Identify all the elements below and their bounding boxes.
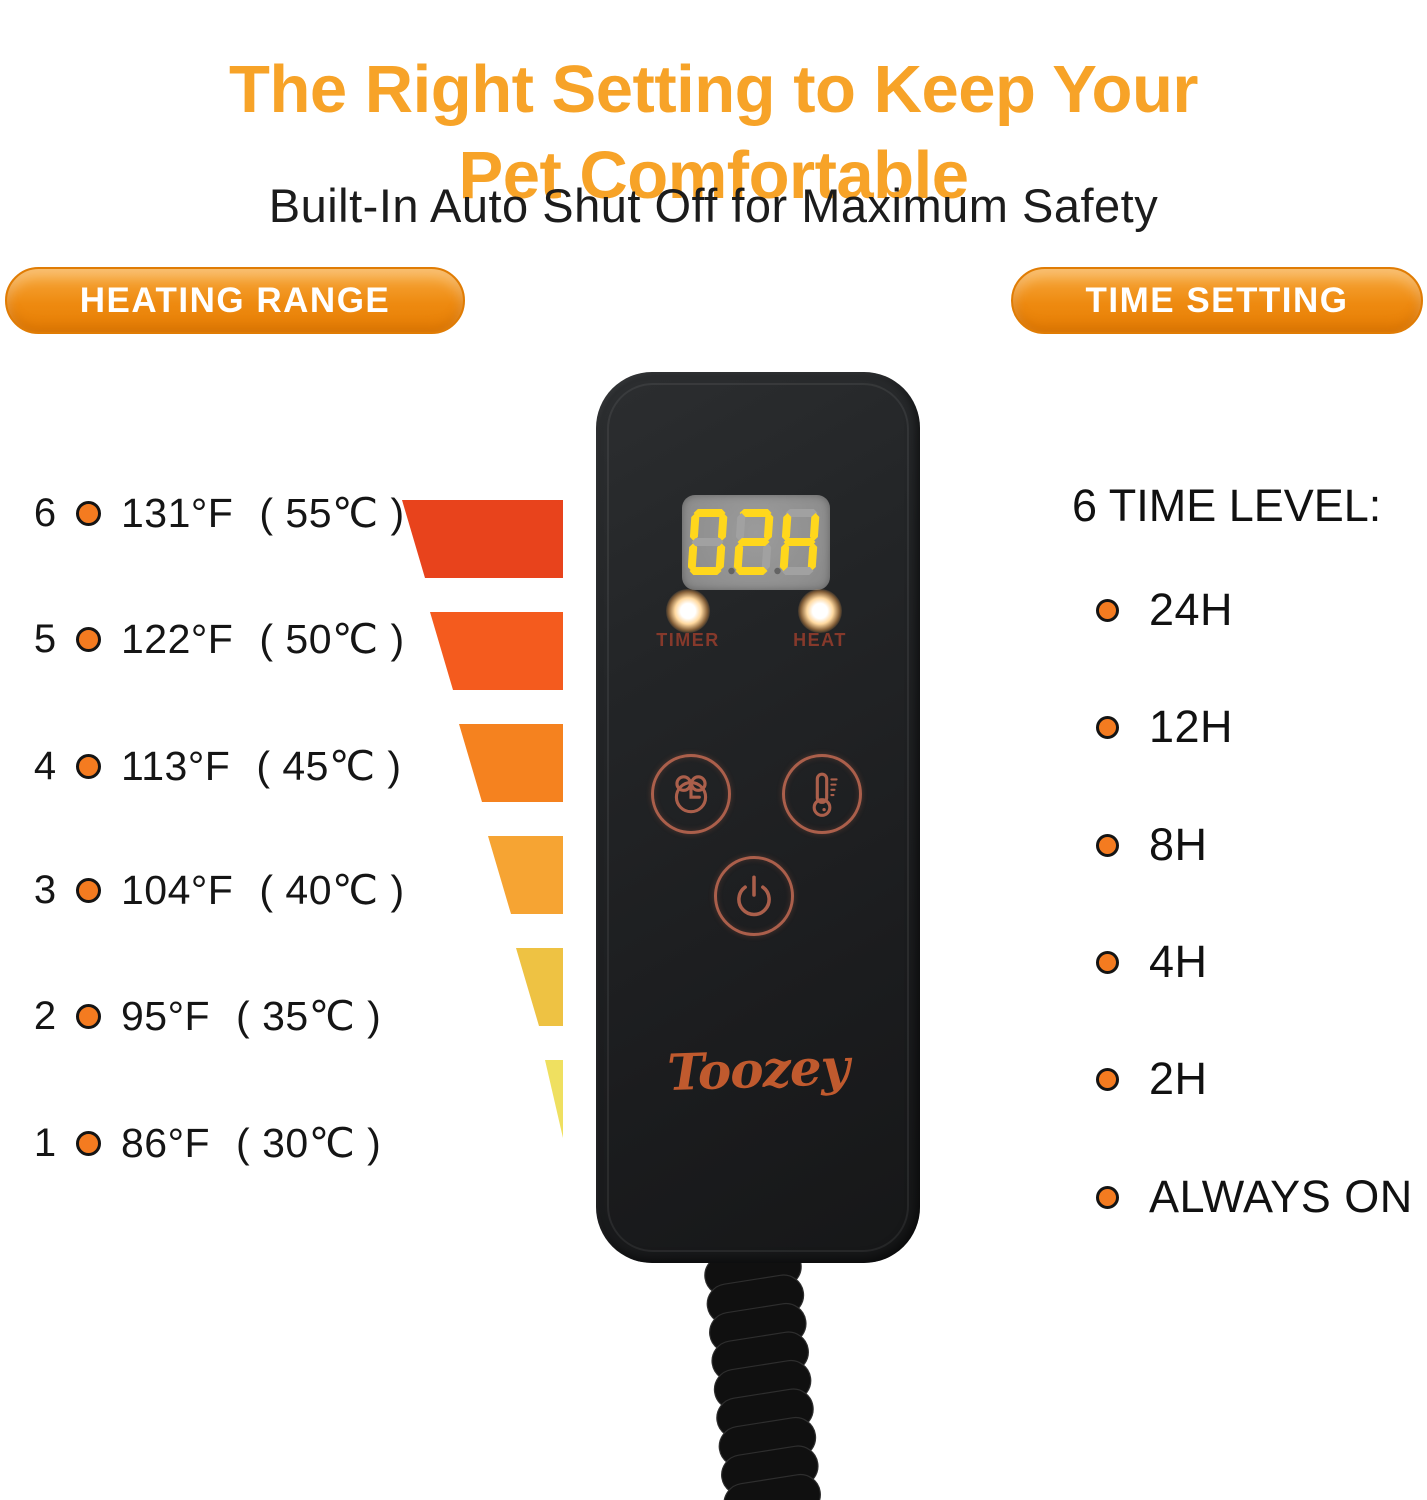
bullet-dot-icon	[76, 626, 101, 652]
heating-level-number: 6	[33, 490, 57, 535]
temp-celsius: ( 45℃ )	[256, 743, 402, 789]
page-subtitle: Built-In Auto Shut Off for Maximum Safet…	[268, 179, 1159, 232]
alarm-clock-icon	[674, 775, 708, 814]
bullet-dot-icon	[1096, 833, 1119, 857]
heating-level-row: 4 113°F ( 45℃ )	[28, 734, 402, 798]
heating-level-row: 2 95°F ( 35℃ )	[28, 984, 381, 1048]
timer-led	[666, 589, 710, 633]
temp-celsius: ( 40℃ )	[259, 867, 405, 913]
heat-funnel-bar-4	[459, 724, 563, 802]
heating-level-number: 4	[33, 743, 57, 788]
time-level-row: 8H	[1096, 813, 1208, 877]
bullet-dot-icon	[1096, 1185, 1119, 1209]
temp-fahrenheit: 95°F	[121, 993, 211, 1039]
temp-fahrenheit: 131°F	[121, 490, 234, 536]
heating-level-row: 6 131°F ( 55℃ )	[28, 481, 405, 545]
heating-range-badge-label: HEATING RANGE	[79, 280, 391, 320]
time-level-row: ALWAYS ON	[1096, 1165, 1413, 1229]
temp-celsius: ( 50℃ )	[259, 616, 405, 662]
time-level-label: ALWAYS ON	[1149, 1171, 1413, 1222]
time-level-label: 8H	[1149, 819, 1208, 870]
bullet-dot-icon	[76, 1003, 101, 1029]
title-line1: The Right Setting to Keep Your	[229, 51, 1198, 127]
bullet-dot-icon	[76, 500, 101, 526]
heat-led	[798, 589, 842, 633]
heating-level-number: 5	[33, 616, 57, 661]
time-level-label: 4H	[1149, 936, 1208, 987]
time-level-label: 2H	[1149, 1053, 1208, 1104]
seven-segment-display	[688, 509, 820, 575]
power-button	[714, 856, 794, 936]
heat-funnel-bar-3	[488, 836, 563, 914]
bullet-dot-icon	[1096, 1067, 1119, 1091]
time-level-label: 12H	[1149, 701, 1234, 752]
heat-button	[782, 754, 862, 834]
temp-celsius: ( 35℃ )	[236, 993, 382, 1039]
time-level-row: 24H	[1096, 578, 1233, 642]
heating-level-row: 3 104°F ( 40℃ )	[28, 858, 405, 922]
temp-celsius: ( 30℃ )	[236, 1120, 382, 1166]
heat-funnel-bar-2	[516, 948, 563, 1026]
heat-led-label: HEAT	[793, 630, 847, 650]
time-level-row: 12H	[1096, 695, 1233, 759]
time-level-heading: 6 TIME LEVEL:	[1072, 480, 1382, 531]
power-icon	[737, 875, 771, 917]
temp-fahrenheit: 113°F	[121, 743, 231, 789]
heating-level-number: 3	[33, 867, 57, 912]
heat-funnel-bar-6	[402, 500, 563, 578]
temp-celsius: ( 55℃ )	[259, 490, 405, 536]
heating-level-row: 1 86°F ( 30℃ )	[28, 1111, 381, 1175]
heating-level-number: 2	[33, 993, 57, 1038]
timer-button	[651, 754, 731, 834]
heating-pad-controller: TIMER HEAT Toozey	[596, 372, 920, 1263]
timer-led-label: TIMER	[656, 630, 720, 650]
time-level-label: 24H	[1149, 584, 1234, 635]
page-title: The Right Setting to Keep Your Pet Comfo…	[0, 47, 1427, 219]
time-level-row: 4H	[1096, 930, 1208, 994]
bullet-dot-icon	[1096, 598, 1119, 622]
led-display	[682, 495, 830, 590]
title-line2: Pet Comfortable	[458, 137, 969, 213]
heating-level-row: 5 122°F ( 50℃ )	[28, 607, 405, 671]
time-level-row: 2H	[1096, 1047, 1208, 1111]
time-setting-badge: TIME SETTING	[1011, 267, 1423, 334]
coil-cable	[704, 1257, 821, 1500]
thermometer-icon	[812, 772, 838, 817]
bullet-dot-icon	[76, 1130, 101, 1156]
temp-fahrenheit: 86°F	[121, 1120, 211, 1166]
bullet-dot-icon	[76, 877, 101, 903]
brand-logo: Toozey	[666, 1036, 850, 1103]
temp-fahrenheit: 122°F	[121, 616, 234, 662]
time-setting-badge-label: TIME SETTING	[1085, 280, 1349, 320]
bullet-dot-icon	[76, 753, 101, 779]
heat-funnel-bar-5	[430, 612, 563, 690]
heating-level-number: 1	[33, 1120, 57, 1165]
bullet-dot-icon	[1096, 950, 1119, 974]
bullet-dot-icon	[1096, 715, 1119, 739]
heating-range-badge: HEATING RANGE	[5, 267, 465, 334]
heat-funnel-chart	[402, 500, 563, 1138]
heat-funnel-bar-1	[545, 1060, 563, 1138]
temp-fahrenheit: 104°F	[121, 867, 234, 913]
